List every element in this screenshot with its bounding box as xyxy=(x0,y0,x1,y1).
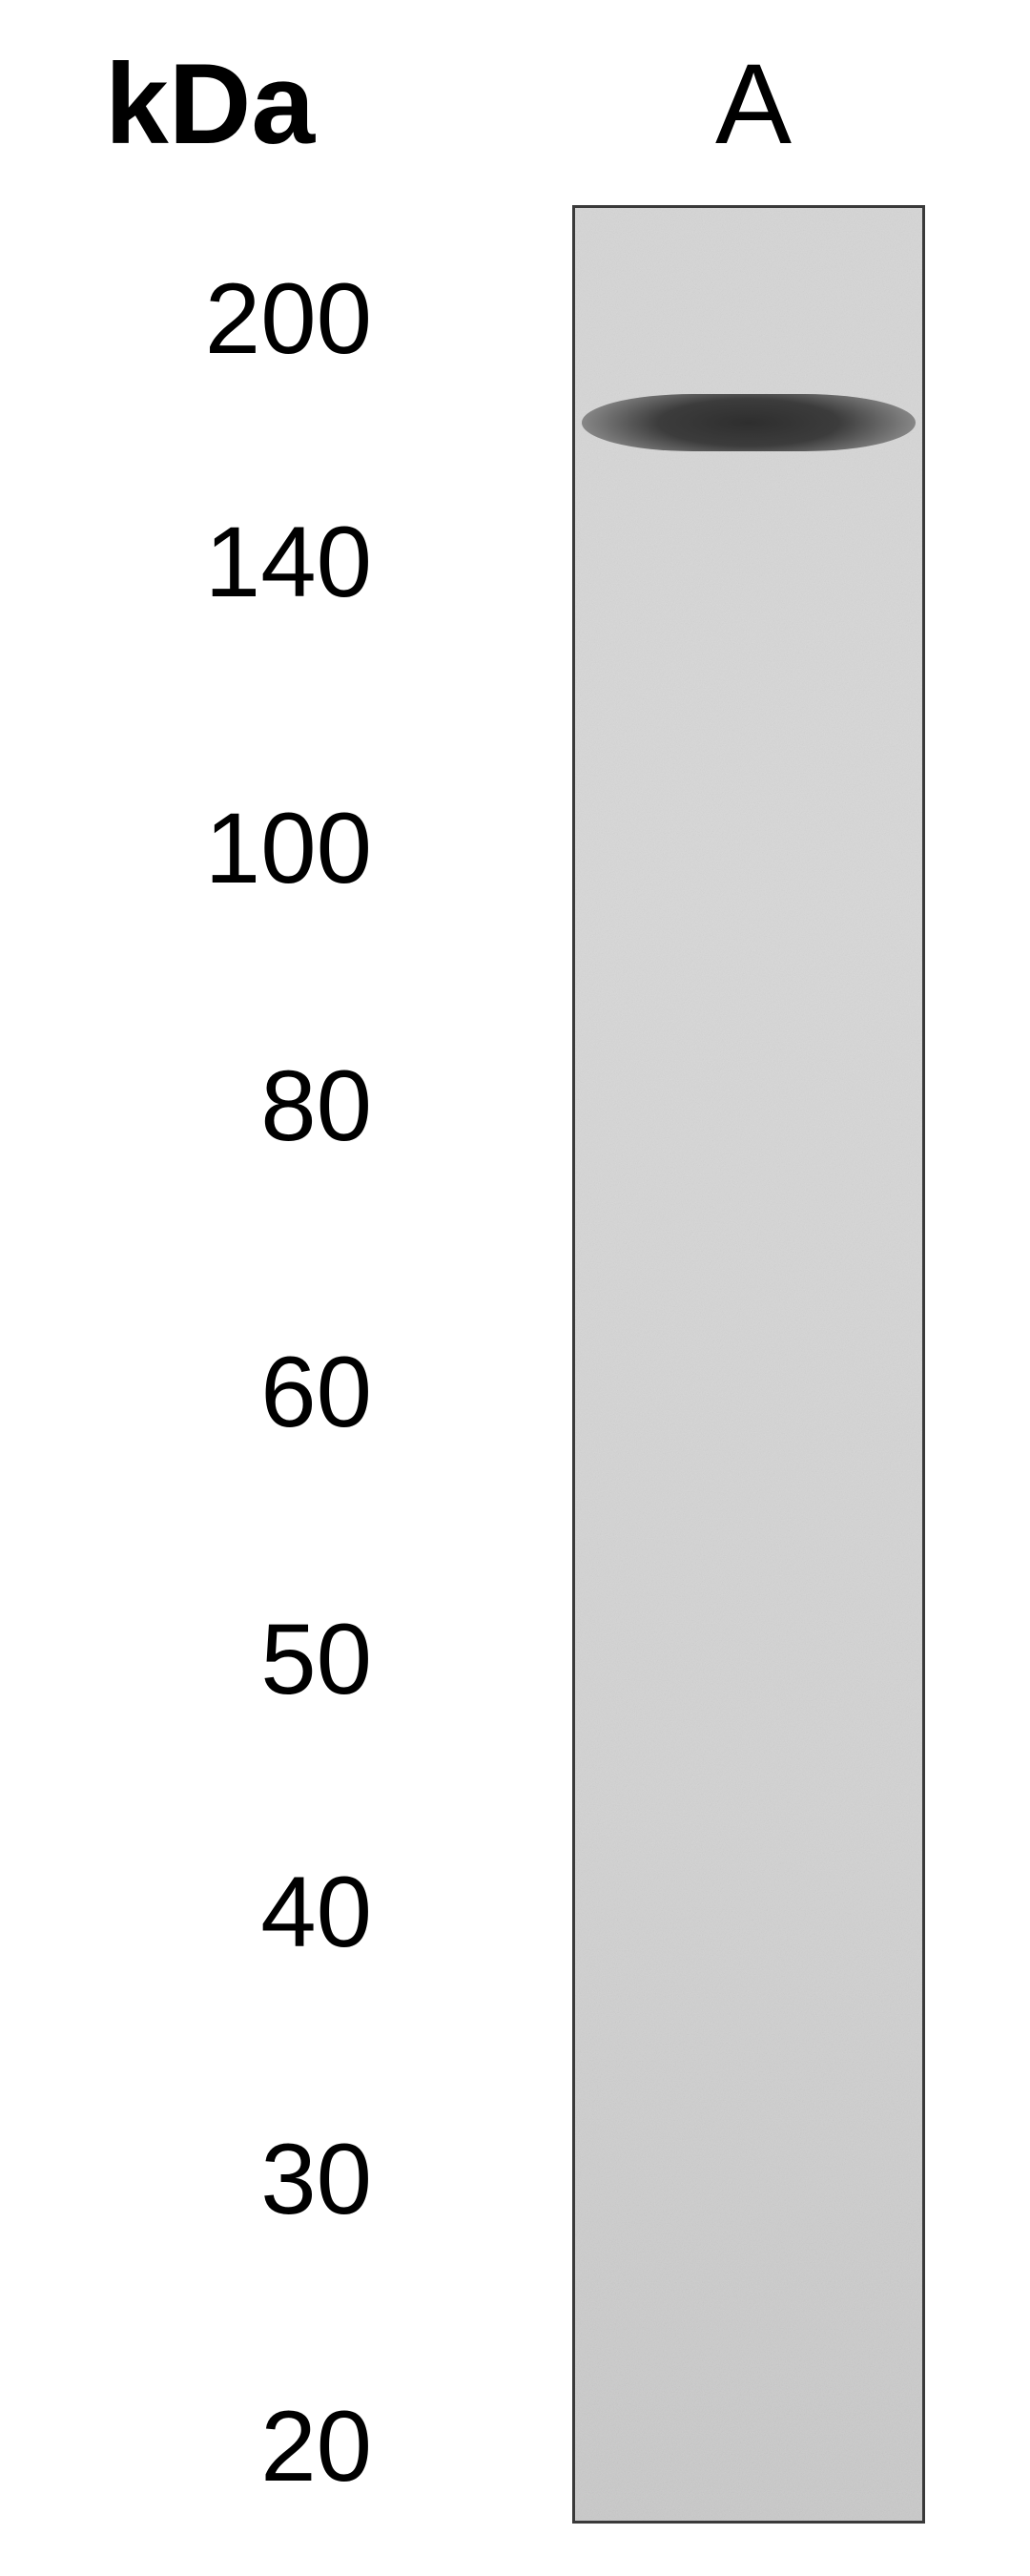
band-strong xyxy=(582,394,915,451)
marker-30: 30 xyxy=(86,2123,372,2237)
marker-140: 140 xyxy=(86,506,372,620)
blot-container: kDa A 200 140 100 80 60 50 40 30 20 xyxy=(0,0,1030,2576)
marker-20: 20 xyxy=(86,2390,372,2504)
marker-60: 60 xyxy=(86,1336,372,1450)
kda-header: kDa xyxy=(105,38,315,170)
marker-200: 200 xyxy=(86,262,372,377)
marker-80: 80 xyxy=(86,1049,372,1164)
marker-100: 100 xyxy=(86,792,372,906)
lane-a-label: A xyxy=(715,38,792,170)
marker-50: 50 xyxy=(86,1603,372,1717)
lane-background xyxy=(575,208,922,2521)
marker-40: 40 xyxy=(86,1856,372,1970)
lane-noise xyxy=(575,208,922,2521)
lane-a xyxy=(572,205,925,2524)
